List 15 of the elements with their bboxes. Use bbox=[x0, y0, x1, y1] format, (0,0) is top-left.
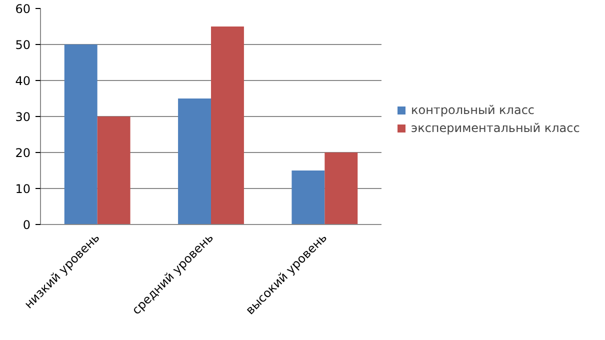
y-tick-label: 60 bbox=[15, 2, 31, 16]
bar bbox=[64, 44, 98, 224]
legend-label: экспериментальный класс bbox=[411, 121, 580, 135]
y-tick-label: 30 bbox=[15, 110, 31, 124]
y-tick-label: 50 bbox=[15, 38, 31, 52]
bar bbox=[97, 116, 130, 224]
y-tick-label: 20 bbox=[15, 146, 31, 160]
legend-label: контрольный класс bbox=[411, 103, 535, 117]
bar bbox=[178, 98, 211, 224]
bar bbox=[324, 152, 358, 224]
bar bbox=[292, 170, 325, 224]
y-tick-label: 0 bbox=[22, 218, 31, 232]
y-tick-label: 10 bbox=[15, 182, 31, 196]
bar bbox=[211, 26, 244, 224]
y-tick-label: 40 bbox=[15, 74, 31, 88]
